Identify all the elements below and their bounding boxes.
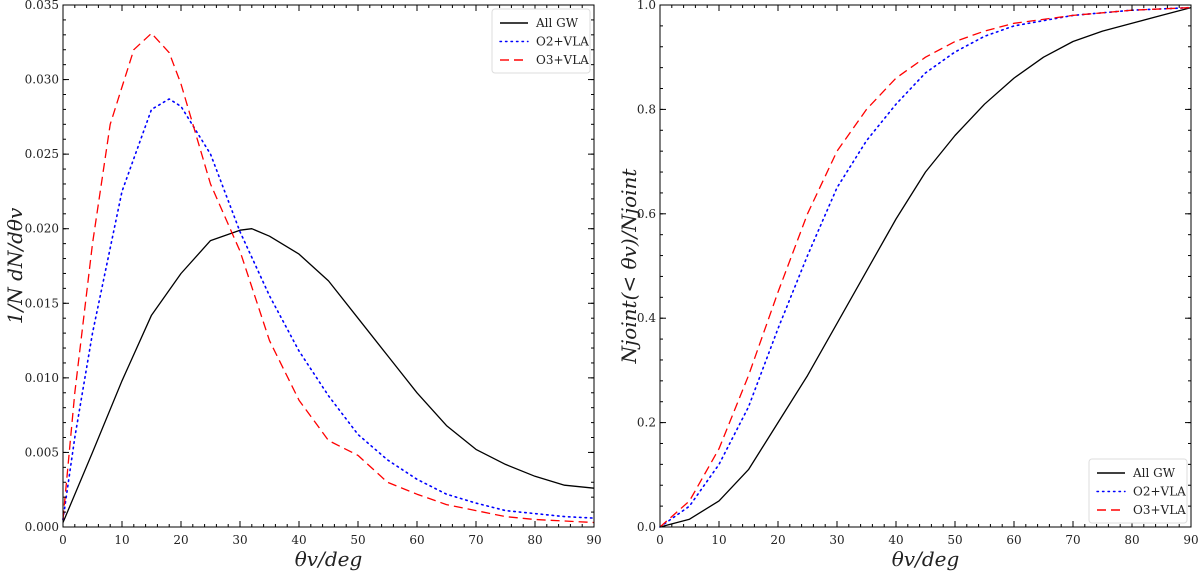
series-line-o2-vla [659,6,1192,528]
y-tick-label: 0.000 [25,520,59,534]
axes-frame [62,4,595,528]
right-panel-cumulative: 0 10 20 30 40 50 60 70 80 90 0.0 0.2 0.4 0.6 0.8 1.0 θv/… [617,0,1199,571]
y-tick-label: 0.030 [25,73,59,87]
x-tick-label: 30 [829,533,844,547]
series-line-o3-vla [659,6,1192,528]
y-tick-label: 0.0 [637,520,656,534]
legend: All GW O2+VLA O3+VLA [1088,458,1188,524]
x-axis-label: θv/deg [295,547,363,571]
series-line-o2-vla [62,98,595,521]
y-tick-label: 0.2 [637,416,656,430]
legend: All GW O2+VLA O3+VLA [491,8,591,74]
x-tick-label: 40 [888,533,903,547]
y-tick-label: 0.025 [25,147,59,161]
series-line-all-gw [659,6,1192,528]
y-tick-label: 0.015 [25,296,59,310]
series-line-o3-vla [62,32,595,524]
legend-label: O3+VLA [1133,503,1186,517]
x-tick-label: 60 [409,533,424,547]
x-tick-label: 80 [1124,533,1139,547]
y-tick-label: 1.0 [637,0,656,12]
y-axis-label: 1/N dN/dθv [3,207,27,324]
x-tick-label: 90 [586,533,601,547]
y-tick-label: 0.8 [637,102,656,116]
y-tick-label: 0.4 [637,311,656,325]
x-tick-label: 30 [232,533,247,547]
x-tick-label: 20 [173,533,188,547]
x-tick-label: 50 [947,533,962,547]
y-axis-label: Njoint(< θv)/Njoint [617,168,641,365]
legend-box [491,8,591,74]
x-tick-label: 90 [1183,533,1198,547]
y-tick-label: 0.020 [25,222,59,236]
legend-label: All GW [1132,466,1176,480]
y-tick-label: 0.010 [25,371,59,385]
legend-label: O2+VLA [536,35,589,49]
left-panel-density: 0 10 20 30 40 50 60 70 80 90 0.000 0.005 0.010 0.015 0… [3,0,602,571]
y-tick-label: 0.005 [25,445,59,459]
legend-box [1088,458,1188,524]
x-tick-label: 80 [527,533,542,547]
x-tick-label: 0 [59,533,67,547]
x-axis-label: θv/deg [892,547,960,571]
y-tick-label: 0.035 [25,0,59,12]
x-tick-label: 50 [350,533,365,547]
legend-label: All GW [535,16,579,30]
x-tick-label: 0 [656,533,664,547]
y-tick-label: 0.6 [637,207,656,221]
axes-frame [659,4,1192,528]
x-tick-label: 70 [468,533,483,547]
series-line-all-gw [62,228,595,523]
x-tick-label: 10 [711,533,726,547]
legend-label: O2+VLA [1133,485,1186,499]
legend-label: O3+VLA [536,53,589,67]
x-tick-label: 70 [1065,533,1080,547]
x-tick-label: 20 [770,533,785,547]
x-tick-label: 40 [291,533,306,547]
x-tick-label: 10 [114,533,129,547]
x-tick-label: 60 [1006,533,1021,547]
